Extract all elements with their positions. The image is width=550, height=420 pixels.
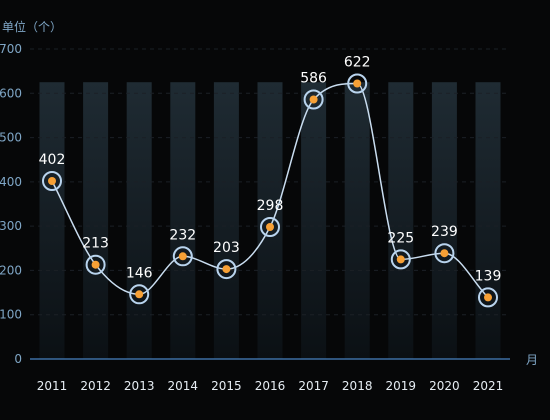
background-bar bbox=[83, 82, 109, 359]
background-bar bbox=[301, 82, 327, 359]
data-point-ring bbox=[260, 217, 280, 237]
background-bar bbox=[257, 82, 283, 359]
background-bar bbox=[475, 82, 501, 359]
y-tick-label: 0 bbox=[14, 352, 22, 366]
data-point-dot bbox=[48, 177, 56, 185]
data-point bbox=[347, 73, 368, 94]
x-tick-label: 2013 bbox=[124, 379, 155, 393]
y-tick-label: 300 bbox=[0, 219, 22, 233]
data-value-label: 298 bbox=[257, 198, 284, 214]
x-axis-tick-labels: 2011 2012 2013 2014 2015 2016 2017 2018 2019 2020… bbox=[37, 379, 504, 393]
x-tick-label: 2019 bbox=[386, 379, 417, 393]
x-tick-label: 2017 bbox=[298, 379, 329, 393]
data-point-ring bbox=[85, 254, 106, 275]
data-point-dot bbox=[353, 79, 362, 88]
data-point-ring bbox=[216, 259, 237, 280]
data-point-dot bbox=[91, 260, 100, 269]
x-axis-label: 月 bbox=[526, 353, 538, 367]
data-point-ring bbox=[478, 287, 498, 308]
data-point bbox=[85, 254, 106, 275]
data-point-dot bbox=[266, 223, 274, 231]
data-point bbox=[172, 246, 193, 267]
data-point bbox=[129, 284, 150, 305]
data-point bbox=[216, 259, 237, 280]
x-tick-label: 2011 bbox=[37, 379, 68, 393]
data-value-label: 203 bbox=[213, 240, 240, 256]
data-value-label: 225 bbox=[387, 230, 414, 246]
data-point-dot bbox=[178, 252, 187, 261]
data-value-label: 146 bbox=[126, 265, 153, 281]
x-tick-label: 2016 bbox=[255, 379, 286, 393]
y-tick-label: 200 bbox=[0, 263, 22, 277]
data-point-dot bbox=[396, 255, 405, 264]
data-value-label: 213 bbox=[82, 236, 109, 252]
data-point-ring bbox=[129, 284, 150, 305]
data-value-label: 622 bbox=[344, 55, 371, 71]
data-point-ring bbox=[390, 249, 411, 270]
background-bar bbox=[388, 82, 414, 359]
data-point bbox=[303, 89, 324, 110]
x-tick-label: 2018 bbox=[342, 379, 373, 393]
data-point-ring bbox=[434, 243, 455, 264]
background-bar bbox=[39, 82, 65, 359]
data-point-dot bbox=[135, 290, 144, 299]
data-value-label: 402 bbox=[39, 152, 66, 168]
data-point bbox=[260, 217, 280, 237]
x-tick-label: 2021 bbox=[473, 379, 504, 393]
data-point-ring bbox=[172, 246, 193, 267]
x-tick-label: 2015 bbox=[211, 379, 242, 393]
y-tick-label: 500 bbox=[0, 131, 22, 145]
data-point-ring bbox=[303, 89, 324, 110]
background-bar bbox=[344, 82, 370, 359]
background-bars bbox=[39, 82, 501, 359]
y-tick-label: 400 bbox=[0, 175, 22, 189]
data-point-dot bbox=[309, 95, 318, 104]
data-markers bbox=[42, 73, 498, 308]
data-point bbox=[434, 243, 455, 264]
data-value-labels: 402 213 146 232 203 298 586 622 225 239 139 bbox=[39, 55, 502, 285]
background-bar bbox=[431, 82, 457, 359]
data-point bbox=[390, 249, 411, 270]
background-bar bbox=[170, 82, 196, 359]
data-value-label: 232 bbox=[169, 227, 196, 243]
data-point bbox=[478, 287, 498, 308]
x-tick-label: 2012 bbox=[80, 379, 111, 393]
data-point-dot bbox=[222, 265, 231, 274]
y-axis-label: 单位（个） bbox=[2, 19, 62, 34]
data-value-label: 239 bbox=[431, 224, 458, 240]
background-bar bbox=[213, 82, 239, 359]
data-point bbox=[42, 171, 62, 191]
y-axis-tick-labels: 0 100 200 300 400 500 600 700 bbox=[0, 42, 22, 366]
x-tick-label: 2020 bbox=[429, 379, 460, 393]
data-value-label: 586 bbox=[300, 71, 327, 87]
y-tick-label: 100 bbox=[0, 308, 22, 322]
data-point-dot bbox=[440, 249, 449, 258]
data-point-dot bbox=[484, 293, 492, 302]
background-bar bbox=[126, 82, 152, 359]
y-tick-label: 700 bbox=[0, 42, 22, 56]
data-point-ring bbox=[347, 73, 368, 94]
x-tick-label: 2014 bbox=[168, 379, 199, 393]
data-point-ring bbox=[42, 171, 62, 191]
y-tick-label: 600 bbox=[0, 86, 22, 100]
data-value-label: 139 bbox=[475, 268, 502, 284]
